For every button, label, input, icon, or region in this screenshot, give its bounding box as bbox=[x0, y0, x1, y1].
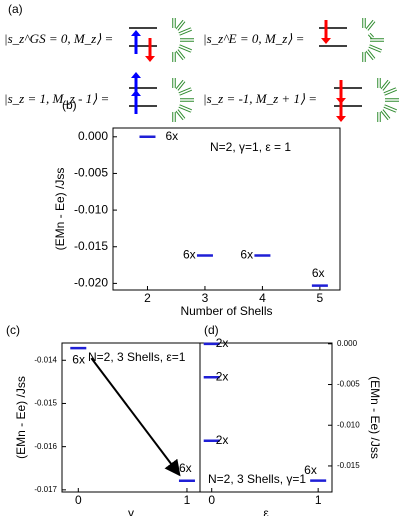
annotation: N=2, 3 Shells, ε=1 bbox=[88, 350, 186, 364]
y-tick-label: -0.010 bbox=[74, 202, 108, 216]
ket: |s_z = 1, M_z - 1⟩ = bbox=[4, 91, 109, 106]
moment-arrow-inner bbox=[381, 109, 390, 120]
y-tick-label: -0.015 bbox=[74, 239, 108, 253]
y-tick-label: -0.020 bbox=[74, 276, 108, 290]
panel-label: (b) bbox=[62, 98, 77, 112]
annotation: N=2, γ=1, ε = 1 bbox=[210, 140, 291, 154]
y-tick-label: -0.005 bbox=[74, 166, 108, 180]
x-tick-label: 0 bbox=[75, 493, 82, 507]
y-axis-label: (EMn - Ee) /Jss bbox=[53, 168, 67, 251]
x-axis-label: γ bbox=[128, 506, 134, 516]
ket: |s_z^GS = 0, M_z⟩ = bbox=[4, 31, 113, 46]
moment-arrow-inner bbox=[368, 45, 382, 52]
spin-arrow-head bbox=[131, 30, 141, 36]
moment-arrow-inner bbox=[383, 105, 397, 112]
panel-label: (d) bbox=[204, 323, 219, 337]
moment-arrow-inner bbox=[178, 88, 192, 95]
ket: |s_z = -1, M_z + 1⟩ = bbox=[203, 91, 317, 106]
panel-label: (c) bbox=[6, 323, 20, 337]
point-label: 6x bbox=[240, 248, 253, 262]
point-label: 6x bbox=[183, 248, 196, 262]
spin-arrow-head bbox=[145, 56, 155, 62]
x-tick-label: 4 bbox=[259, 291, 266, 305]
annotation: N=2, 3 Shells, γ=1 bbox=[208, 472, 306, 486]
x-tick-label: 0 bbox=[208, 493, 215, 507]
moment-arrow-inner bbox=[176, 49, 185, 60]
moment-arrow-inner bbox=[383, 88, 397, 95]
spin-arrow-head bbox=[336, 116, 346, 122]
point-label: 2x bbox=[216, 433, 229, 447]
x-axis-label: ε bbox=[263, 506, 269, 516]
ket: |s_z^E = 0, M_z⟩ = bbox=[203, 31, 304, 46]
x-tick-label: 2 bbox=[144, 291, 151, 305]
spin-arrow-head bbox=[321, 38, 331, 44]
x-tick-label: 1 bbox=[184, 493, 191, 507]
x-axis-label: Number of Shells bbox=[180, 304, 272, 318]
y-axis-label: (EMn - Ee) /Jss bbox=[368, 376, 382, 459]
y-tick-label: 0.000 bbox=[78, 129, 108, 143]
plot-frame bbox=[112, 127, 341, 291]
y-axis-label: (EMn - Ee) /Jss bbox=[14, 376, 28, 459]
moment-arrow-inner bbox=[178, 105, 192, 112]
y-tick-label: -0.015 bbox=[34, 399, 57, 408]
moment-arrow-inner bbox=[368, 33, 374, 39]
point-label: 6x bbox=[312, 266, 325, 280]
y-tick-label: -0.017 bbox=[34, 485, 57, 494]
y-tick-label: -0.016 bbox=[34, 442, 57, 451]
y-tick-label: 0.000 bbox=[337, 339, 358, 348]
plot-frame bbox=[199, 342, 333, 493]
moment-arrow-inner bbox=[366, 49, 375, 60]
point-label: 6x bbox=[179, 461, 192, 475]
x-tick-label: 3 bbox=[202, 291, 209, 305]
moment-arrow-inner bbox=[176, 80, 185, 91]
point-label: 6x bbox=[165, 129, 178, 143]
moment-arrow-inner bbox=[178, 28, 192, 35]
y-tick-label: -0.010 bbox=[337, 420, 360, 429]
y-tick-label: -0.015 bbox=[337, 461, 360, 470]
moment-arrow-inner bbox=[178, 45, 192, 52]
x-tick-label: 5 bbox=[317, 291, 324, 305]
point-label: 6x bbox=[304, 463, 317, 477]
spin-arrow-head bbox=[131, 72, 141, 78]
moment-arrow-inner bbox=[381, 80, 390, 91]
panel-label: (a) bbox=[8, 2, 23, 16]
point-label: 2x bbox=[216, 336, 229, 350]
point-label: 6x bbox=[72, 352, 85, 366]
moment-arrow-inner bbox=[366, 20, 375, 31]
point-label: 2x bbox=[216, 369, 229, 383]
x-tick-label: 1 bbox=[315, 493, 322, 507]
moment-arrow-inner bbox=[176, 20, 185, 31]
y-tick-label: -0.014 bbox=[34, 355, 57, 364]
moment-arrow-inner bbox=[176, 109, 185, 120]
y-tick-label: -0.005 bbox=[337, 380, 360, 389]
arrow bbox=[90, 357, 181, 477]
spin-arrow-head bbox=[131, 90, 141, 96]
